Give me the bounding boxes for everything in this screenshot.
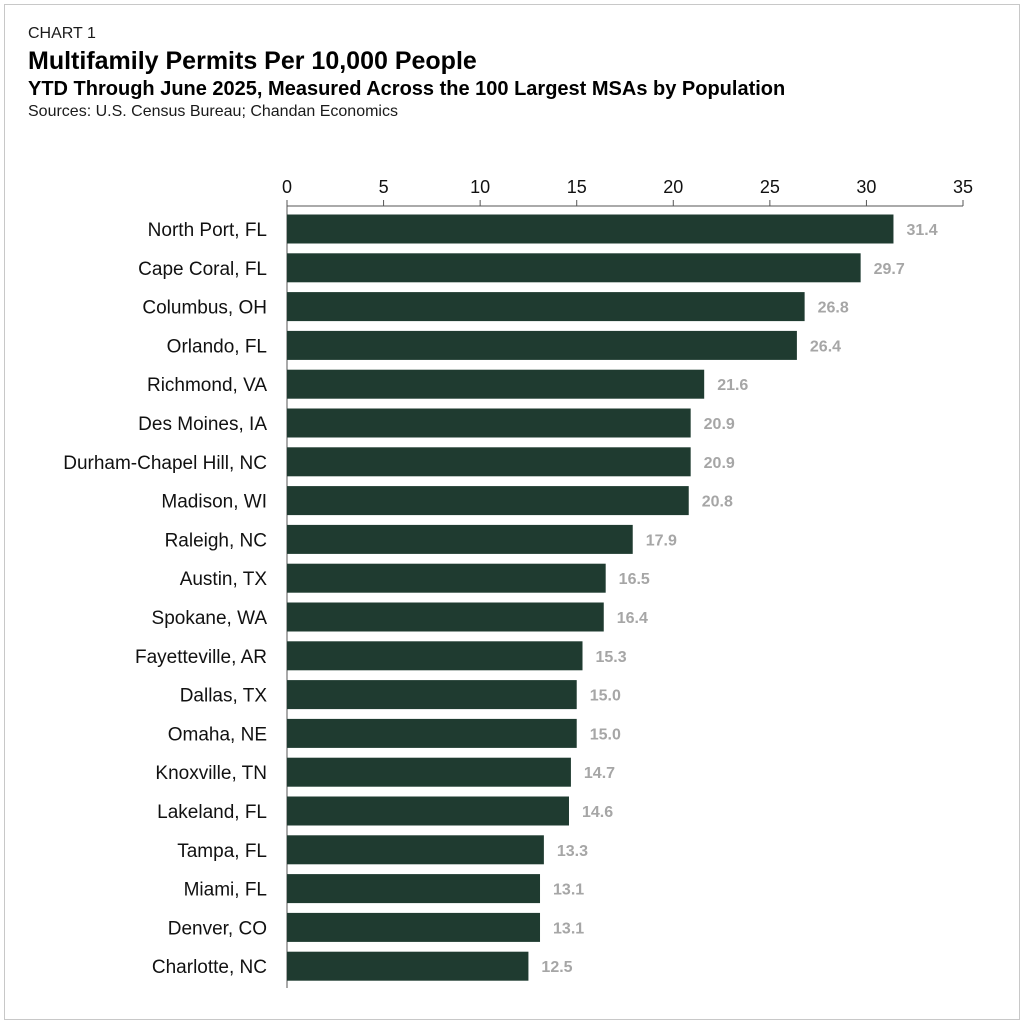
bar <box>287 524 633 554</box>
category-label: Durham-Chapel Hill, NC <box>63 453 267 474</box>
bar <box>287 680 577 710</box>
bar <box>287 563 606 593</box>
value-label: 14.7 <box>584 765 615 782</box>
value-label: 29.7 <box>874 261 905 278</box>
bar <box>287 835 544 865</box>
x-tick-label: 25 <box>760 177 780 197</box>
value-label: 16.5 <box>619 571 650 588</box>
category-label: Cape Coral, FL <box>138 259 267 280</box>
value-label: 21.6 <box>717 377 748 394</box>
category-label: Dallas, TX <box>180 686 268 707</box>
value-label: 26.8 <box>818 300 849 317</box>
value-label: 20.8 <box>702 494 733 511</box>
category-labels: North Port, FL Cape Coral, FL Columbus, OH… <box>63 220 267 978</box>
bar <box>287 486 689 516</box>
x-tick-label: 20 <box>663 177 683 197</box>
category-label: Omaha, NE <box>168 724 267 745</box>
chart-sources: Sources: U.S. Census Bureau; Chandan Eco… <box>28 103 398 120</box>
category-label: Miami, FL <box>184 880 267 901</box>
chart-title: Multifamily Permits Per 10,000 People <box>28 47 477 75</box>
value-label: 13.1 <box>553 920 584 937</box>
category-label: Richmond, VA <box>147 375 267 396</box>
category-label: Denver, CO <box>168 918 267 939</box>
category-label: Des Moines, IA <box>138 414 267 435</box>
value-label: 12.5 <box>541 959 572 976</box>
bar <box>287 602 604 632</box>
category-label: Fayetteville, AR <box>135 647 267 668</box>
category-label: Columbus, OH <box>142 298 267 319</box>
category-label: North Port, FL <box>148 220 267 241</box>
value-label: 20.9 <box>704 455 735 472</box>
value-label: 31.4 <box>906 222 937 239</box>
category-label: Tampa, FL <box>177 841 267 862</box>
value-label: 14.6 <box>582 804 613 821</box>
bar <box>287 912 541 942</box>
bar <box>287 951 529 981</box>
value-label: 26.4 <box>810 338 841 355</box>
category-label: Charlotte, NC <box>152 957 267 978</box>
value-label: 15.3 <box>596 649 627 666</box>
x-tick-label: 30 <box>856 177 876 197</box>
x-tick-label: 10 <box>470 177 490 197</box>
value-label: 15.0 <box>590 688 621 705</box>
category-label: Orlando, FL <box>167 336 267 357</box>
bars <box>287 214 894 981</box>
value-label: 20.9 <box>704 416 735 433</box>
x-tick-label: 35 <box>953 177 973 197</box>
bar <box>287 757 571 787</box>
chart-kicker: CHART 1 <box>28 25 96 42</box>
chart-header: CHART 1 Multifamily Permits Per 10,000 P… <box>28 24 1004 122</box>
bar <box>287 874 541 904</box>
value-label: 15.0 <box>590 726 621 743</box>
category-label: Raleigh, NC <box>165 530 267 551</box>
bar <box>287 641 583 671</box>
bar <box>287 214 894 244</box>
category-label: Lakeland, FL <box>157 802 267 823</box>
x-tick-label: 15 <box>567 177 587 197</box>
x-axis: 0 5 10 15 20 25 30 35 <box>282 177 973 207</box>
value-label: 16.4 <box>617 610 648 627</box>
x-tick-label: 0 <box>282 177 292 197</box>
category-label: Knoxville, TN <box>155 763 267 784</box>
bar <box>287 796 569 826</box>
bar <box>287 330 797 360</box>
category-label: Austin, TX <box>180 569 268 590</box>
bar <box>287 447 691 477</box>
value-label: 13.3 <box>557 843 588 860</box>
value-label: 13.1 <box>553 882 584 899</box>
category-label: Spokane, WA <box>152 608 268 629</box>
bar <box>287 369 705 399</box>
value-label: 17.9 <box>646 532 677 549</box>
x-tick-label: 5 <box>379 177 389 197</box>
chart-subtitle: YTD Through June 2025, Measured Across t… <box>28 78 786 100</box>
bar <box>287 253 861 283</box>
value-labels: 31.4 29.7 26.8 26.4 21.6 20.9 20.9 20.8 17.9 16.5… <box>541 222 937 976</box>
bar <box>287 292 805 322</box>
bar <box>287 408 691 438</box>
bar <box>287 718 577 748</box>
category-label: Madison, WI <box>161 492 267 513</box>
